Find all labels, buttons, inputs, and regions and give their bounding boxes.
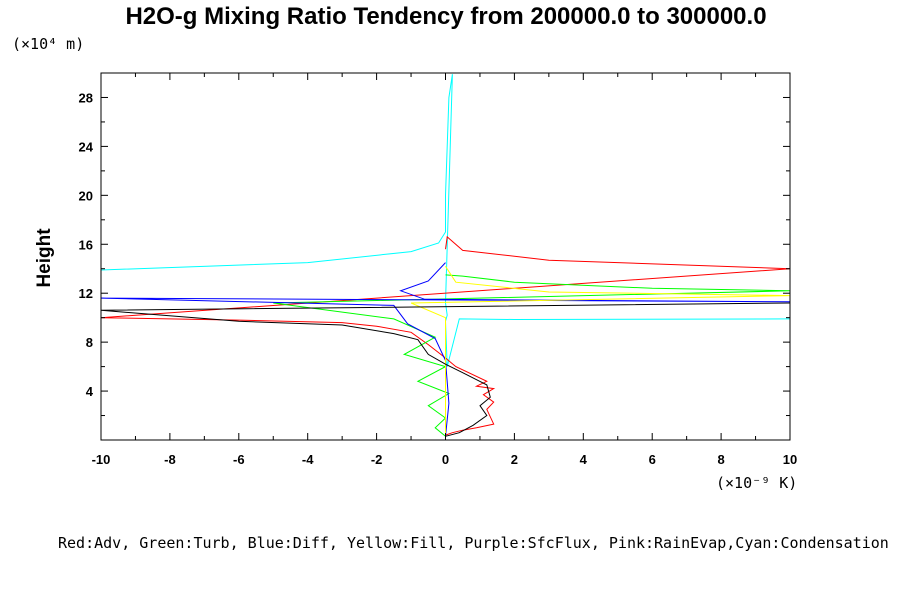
series-line-condensation: [100, 74, 791, 367]
x-tick-label: -8: [164, 452, 176, 467]
series-line-diff: [100, 262, 791, 437]
x-tick-label: -10: [92, 452, 111, 467]
x-tick-label: 10: [783, 452, 797, 467]
y-tick-label: 28: [79, 90, 93, 105]
chart-title: H2O-g Mixing Ratio Tendency from 200000.…: [125, 3, 766, 30]
series-line-total: [100, 302, 791, 437]
legend: Red:Adv, Green:Turb, Blue:Diff, Yellow:F…: [58, 534, 889, 552]
y-tick-label: 24: [79, 139, 94, 154]
x-unit-label: (×10⁻⁹ K): [716, 474, 797, 492]
x-tick-label: -4: [302, 452, 314, 467]
series-line-turb: [273, 274, 791, 437]
x-tick-label: 4: [580, 452, 588, 467]
y-tick-label: 16: [79, 237, 93, 252]
x-tick-label: -6: [233, 452, 245, 467]
y-axis-title: Height: [34, 228, 55, 288]
y-tick-label: 8: [86, 335, 93, 350]
x-tick-label: 8: [717, 452, 724, 467]
series-line-adv: [100, 235, 791, 436]
series-line-fill: [410, 266, 791, 437]
x-tick-label: 2: [511, 452, 518, 467]
y-tick-label: 4: [86, 384, 94, 399]
y-unit-label: (×10⁴ m): [12, 35, 84, 53]
x-tick-label: 6: [649, 452, 656, 467]
y-tick-label: 12: [79, 286, 93, 301]
y-tick-label: 20: [79, 188, 93, 203]
x-tick-label: -2: [371, 452, 383, 467]
x-tick-label: 0: [442, 452, 449, 467]
